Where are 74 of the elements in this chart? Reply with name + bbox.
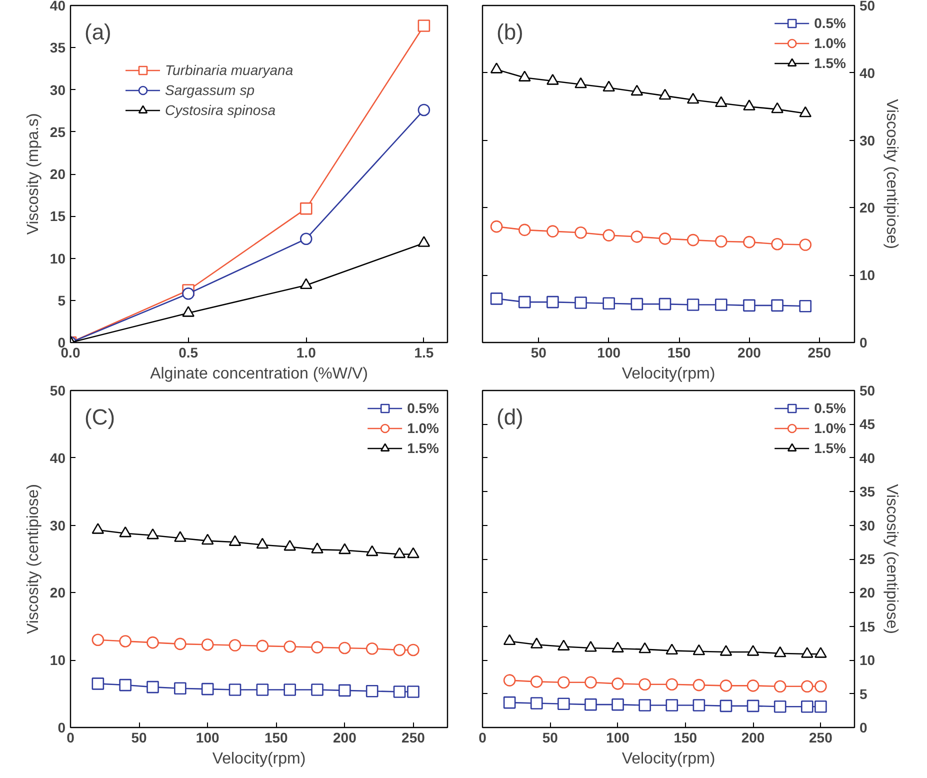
- x-axis-title: Alginate concentration (%W/V): [150, 366, 368, 382]
- y-tick-label: 50: [50, 382, 66, 398]
- x-tick-label: 0.5: [178, 344, 198, 360]
- y2-tick-label: 25: [860, 551, 876, 567]
- y-axis-title: Viscosity (mpa.s): [24, 113, 42, 235]
- x-axis-title: Velocity(rpm): [212, 750, 306, 768]
- y2-tick-label: 10: [860, 652, 876, 668]
- x-tick-label: 50: [131, 730, 148, 746]
- y-tick-label: 20: [50, 166, 66, 182]
- x-tick-label: 200: [738, 344, 762, 360]
- legend-label: 0.5%: [814, 15, 846, 31]
- x-tick-label: 250: [402, 730, 426, 746]
- annotation: (d): [496, 404, 524, 430]
- x-tick-label: 100: [606, 730, 630, 746]
- x-tick-label: 250: [808, 344, 832, 360]
- x-tick-label: 200: [333, 730, 357, 746]
- y2-axis-title: Viscosity (centipiose): [883, 99, 900, 249]
- y-tick-label: 20: [50, 584, 66, 601]
- legend-label: Cystosira spinosa: [165, 102, 276, 118]
- y-axis-title: Viscosity (centipiose): [24, 484, 42, 634]
- y-tick-label: 40: [50, 450, 66, 466]
- x-tick-label: 200: [741, 730, 765, 746]
- x-tick-label: 150: [264, 730, 288, 746]
- y-tick-label: 40: [50, 0, 66, 14]
- y-tick-label: 5: [58, 292, 66, 308]
- legend-label: 1.0%: [407, 420, 439, 436]
- x-tick-label: 150: [674, 730, 698, 746]
- y2-axis-title: Viscosity (centipiose): [883, 484, 900, 634]
- x-tick-label: 0: [478, 730, 487, 746]
- legend-label: 1.5%: [814, 440, 846, 456]
- y2-tick-label: 10: [860, 267, 876, 284]
- y2-tick-label: 15: [860, 618, 876, 634]
- y2-tick-label: 0: [860, 334, 868, 350]
- y2-tick-label: 0: [860, 720, 868, 736]
- y2-tick-label: 5: [860, 686, 868, 702]
- legend-label: 1.5%: [407, 440, 439, 456]
- x-tick-label: 1.5: [414, 344, 434, 360]
- y2-tick-label: 20: [860, 200, 876, 216]
- y-tick-label: 10: [50, 652, 66, 668]
- y2-tick-label: 35: [860, 484, 876, 500]
- legend-label: 1.5%: [814, 55, 846, 71]
- y2-tick-label: 50: [860, 0, 876, 14]
- y2-tick-label: 45: [860, 416, 876, 432]
- y-tick-label: 15: [50, 208, 66, 224]
- y-tick-label: 25: [50, 124, 66, 140]
- legend-label: Sargassum sp: [165, 82, 254, 98]
- x-axis-title: Velocity(rpm): [622, 366, 716, 382]
- y-tick-label: 30: [50, 82, 66, 98]
- legend-label: 0.5%: [814, 400, 846, 416]
- x-tick-label: 250: [809, 730, 833, 746]
- x-tick-label: 100: [597, 344, 621, 360]
- y2-tick-label: 40: [860, 64, 876, 81]
- y2-tick-label: 40: [860, 450, 876, 466]
- y2-tick-label: 50: [860, 382, 876, 398]
- y-tick-label: 10: [50, 250, 66, 266]
- x-tick-label: 100: [196, 730, 220, 746]
- y2-tick-label: 30: [860, 517, 876, 534]
- annotation: (b): [496, 20, 524, 44]
- annotation: (a): [84, 20, 112, 44]
- x-tick-label: 150: [667, 344, 691, 360]
- x-tick-label: 50: [530, 344, 547, 360]
- x-tick-label: 1.0: [296, 344, 316, 360]
- y-tick-label: 30: [50, 517, 66, 534]
- x-axis-title: Velocity(rpm): [622, 750, 716, 768]
- x-tick-label: 50: [542, 730, 558, 746]
- y-tick-label: 0: [58, 720, 66, 736]
- legend-label: 0.5%: [407, 400, 439, 416]
- legend-label: 1.0%: [814, 35, 846, 51]
- y2-tick-label: 20: [860, 584, 876, 601]
- annotation: (C): [84, 404, 116, 430]
- legend-label: Turbinaria muaryana: [165, 62, 294, 78]
- legend-label: 1.0%: [814, 420, 846, 436]
- y-tick-label: 35: [50, 40, 66, 56]
- y2-tick-label: 30: [860, 132, 876, 148]
